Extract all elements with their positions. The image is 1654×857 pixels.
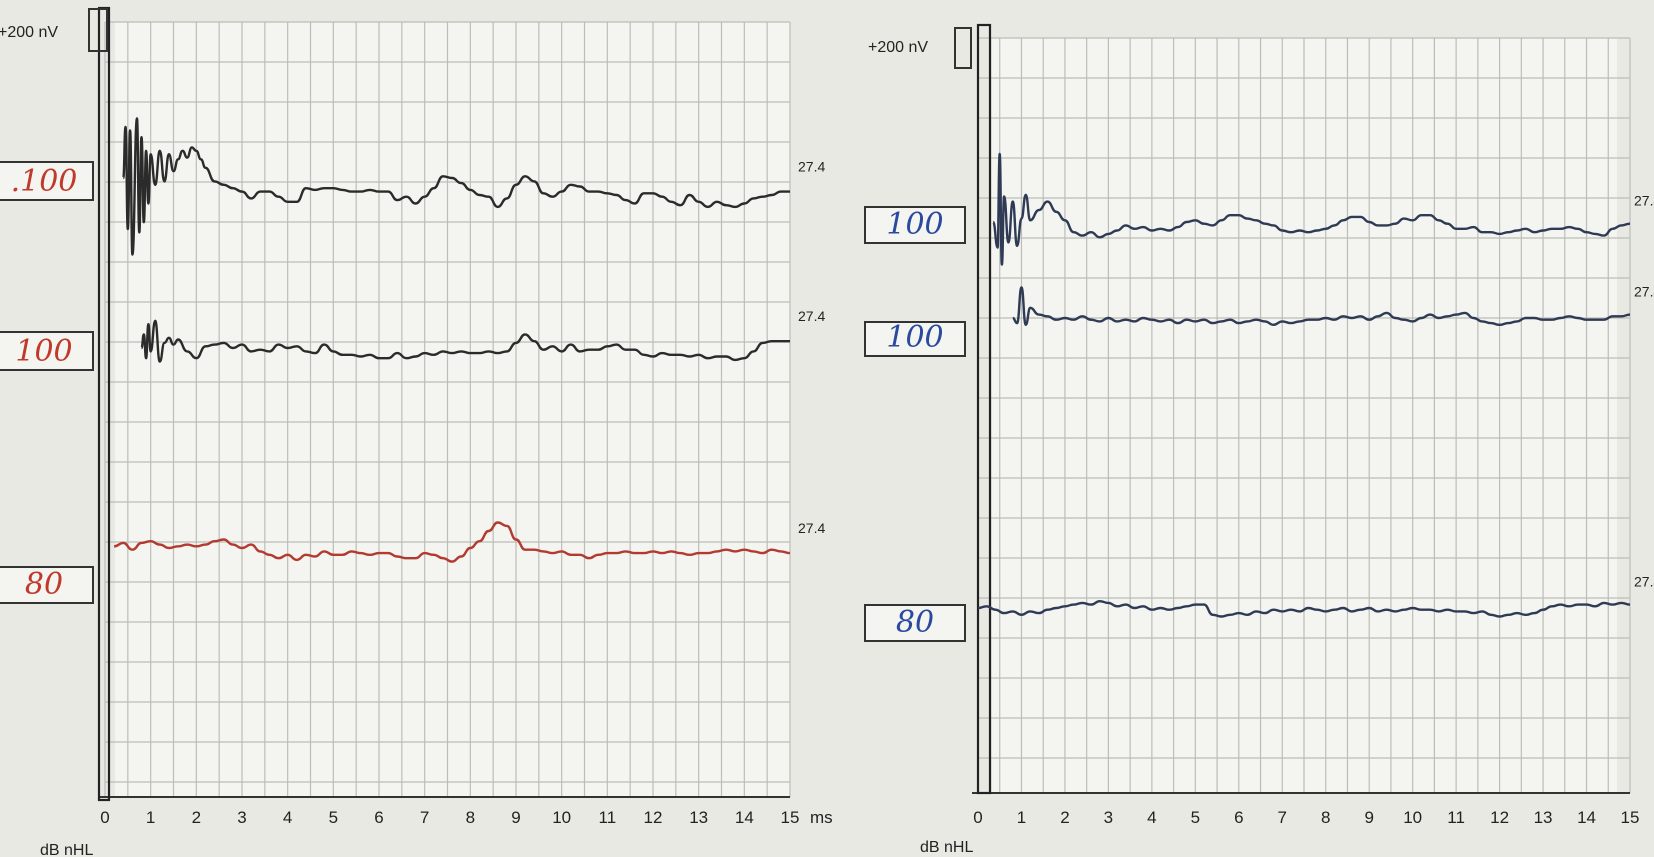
- right-level-boxes: 100 100 80: [864, 206, 966, 642]
- right-waveform-trace: [1012, 286, 1631, 326]
- left-x-tick-label: 11: [599, 808, 617, 827]
- left-x-tick-label: 9: [511, 808, 520, 827]
- left-x-tick-label: 4: [283, 808, 292, 827]
- left-scale-label: +200 nV: [0, 24, 58, 41]
- right-end-label: 27.4: [1634, 193, 1654, 209]
- right-level-label: 80: [896, 605, 934, 640]
- right-x-tick-label: 0: [973, 808, 982, 827]
- left-waveform-trace: [140, 319, 790, 363]
- right-level-label: 100: [886, 320, 943, 355]
- left-x-tick-label: 2: [192, 808, 201, 827]
- right-waveform-trace: [992, 152, 1631, 266]
- left-level-box: .100: [0, 161, 94, 201]
- right-scale-bar: +200 nV: [868, 27, 972, 69]
- right-level-box-frame: [864, 604, 966, 642]
- left-x-tick-label: 14: [735, 808, 754, 827]
- right-x-tick-label: 7: [1278, 808, 1287, 827]
- left-level-box: 100: [0, 331, 94, 371]
- left-level-label: 100: [15, 334, 72, 369]
- right-x-tick-label: 9: [1364, 808, 1373, 827]
- left-x-tick-label: 7: [420, 808, 429, 827]
- left-x-unit-label: ms: [810, 808, 833, 827]
- left-end-label: 27.4: [798, 520, 825, 536]
- right-end-label: 27.4: [1634, 574, 1654, 590]
- right-x-tick-label: 1: [1017, 808, 1026, 827]
- left-end-labels: 27.4 27.4 27.4: [798, 159, 825, 536]
- right-y-axis-bar: [976, 23, 992, 795]
- left-x-tick-label: 1: [146, 808, 155, 827]
- left-x-axis-title: dB nHL: [40, 842, 93, 857]
- right-waveform-trace: [977, 600, 1631, 618]
- right-x-tick-label: 14: [1577, 808, 1596, 827]
- left-end-label: 27.4: [798, 159, 825, 175]
- left-level-box: 80: [0, 566, 94, 604]
- right-end-labels: 27.4 27.4 27.4: [1634, 193, 1654, 590]
- right-level-box: 100: [864, 206, 966, 244]
- right-grid: [977, 37, 1631, 793]
- left-level-box-frame: [0, 331, 94, 371]
- right-x-tick-label: 10: [1403, 808, 1422, 827]
- right-level-label: 100: [886, 207, 943, 242]
- left-end-label: 27.4: [798, 308, 825, 324]
- right-y-axis-frame: [976, 23, 992, 795]
- left-level-box-frame: [0, 566, 94, 604]
- right-level-box: 100: [864, 320, 966, 357]
- right-x-tick-label: 11: [1447, 808, 1465, 827]
- right-x-tick-label: 12: [1490, 808, 1509, 827]
- left-abr-panel: +200 nV 0 1 2 3 4 5 6 7 8 9 10 11 12 13 14 15 ms dB nHL…: [0, 6, 833, 857]
- right-x-tick-label: 5: [1191, 808, 1200, 827]
- left-x-tick-label: 5: [329, 808, 338, 827]
- left-waveform-trace: [113, 521, 791, 563]
- right-x-axis-title: dB nHL: [920, 839, 973, 856]
- left-scale-bar: +200 nV: [0, 8, 108, 52]
- right-x-tick-label: 2: [1060, 808, 1069, 827]
- right-scale-label: +200 nV: [868, 39, 928, 56]
- left-x-tick-label: 13: [689, 808, 708, 827]
- right-level-box-frame: [864, 206, 966, 244]
- left-level-box-frame: [0, 161, 94, 201]
- left-x-tick-label: 0: [100, 808, 109, 827]
- right-x-ticks: 0 1 2 3 4 5 6 7 8 9 10 11 12 13 14 15: [973, 808, 1639, 827]
- right-level-box-frame: [864, 321, 966, 357]
- left-x-tick-label: 3: [237, 808, 246, 827]
- right-x-tick-label: 15: [1621, 808, 1640, 827]
- left-grid: [104, 21, 791, 797]
- left-level-boxes: .100 100 80: [0, 161, 94, 604]
- left-x-tick-label: 10: [552, 808, 571, 827]
- right-scale-bracket: [954, 27, 972, 69]
- left-waveforms: [113, 117, 791, 563]
- right-waveforms: [977, 152, 1631, 618]
- left-x-tick-label: 12: [644, 808, 663, 827]
- right-x-tick-label: 3: [1104, 808, 1113, 827]
- left-x-tick-label: 8: [466, 808, 475, 827]
- right-end-label: 27.4: [1634, 284, 1654, 300]
- right-x-tick-label: 8: [1321, 808, 1330, 827]
- left-plot-area: [115, 22, 790, 797]
- right-abr-panel: +200 nV 0 1 2 3 4 5 6 7 8 9 10 11 12 13 14 15 dB nHL 10…: [864, 23, 1654, 856]
- left-scale-bracket: [88, 8, 108, 52]
- left-x-tick-label: 15: [781, 808, 800, 827]
- left-level-label: 80: [25, 567, 63, 602]
- right-x-tick-label: 4: [1147, 808, 1156, 827]
- left-x-tick-label: 6: [374, 808, 383, 827]
- left-level-label: .100: [11, 164, 78, 199]
- right-x-tick-label: 13: [1534, 808, 1553, 827]
- left-x-ticks: 0 1 2 3 4 5 6 7 8 9 10 11 12 13 14 15: [100, 808, 799, 827]
- left-y-axis-bar: [97, 6, 111, 802]
- right-level-box: 80: [864, 604, 966, 642]
- left-y-axis-frame: [97, 6, 111, 802]
- right-x-tick-label: 6: [1234, 808, 1243, 827]
- left-waveform-trace: [122, 117, 790, 256]
